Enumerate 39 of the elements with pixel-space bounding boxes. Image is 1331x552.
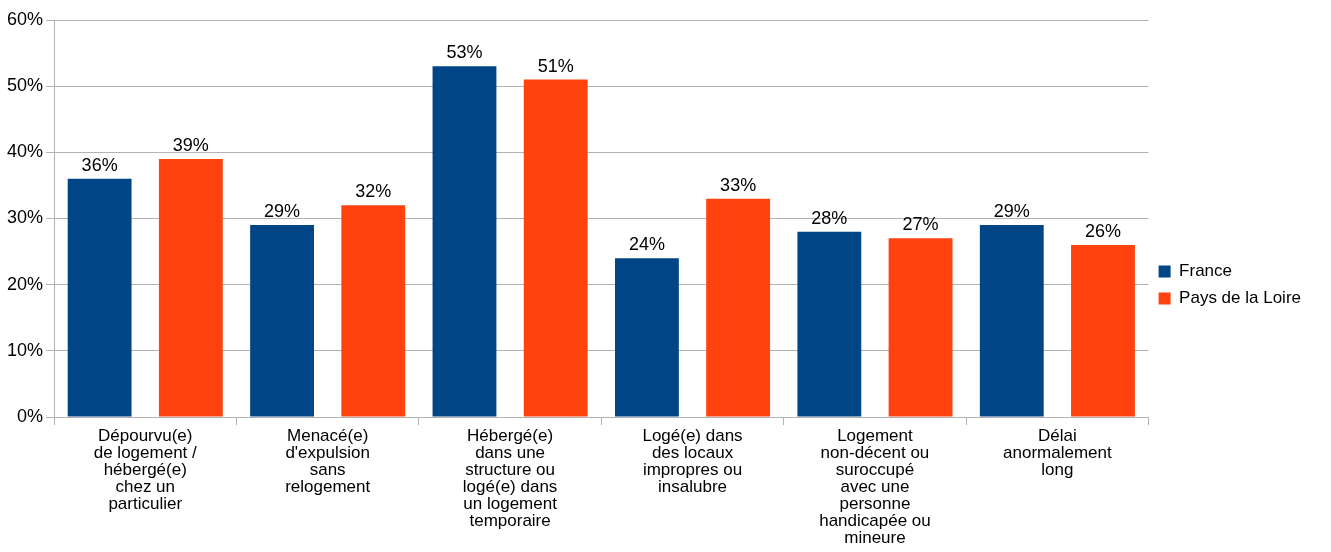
legend-label: Pays de la Loire (1179, 288, 1301, 308)
bar (797, 231, 862, 417)
y-tick-label: 50% (7, 75, 44, 96)
data-label: 51% (537, 55, 574, 76)
x-tick-label: Délai anormalement long (1003, 426, 1112, 480)
data-label: 24% (628, 234, 665, 255)
bar (706, 198, 771, 417)
bar (250, 225, 314, 417)
x-tick-label: Menacé(e) d'expulsion sans relogement (285, 426, 371, 497)
bar (523, 79, 588, 417)
x-tick-label: Logement non-décent ou suroccupé avec une personne handicapée ou mineure (819, 426, 931, 548)
bar (341, 205, 406, 417)
bar (614, 258, 679, 417)
bar (158, 158, 223, 417)
data-label: 29% (264, 201, 301, 222)
y-tick-label: 0% (17, 405, 44, 426)
bar (432, 66, 497, 417)
x-tick-label: Dépourvu(e) de logement / hébergé(e) chez un particulier (93, 426, 198, 514)
y-tick-label: 40% (7, 141, 44, 162)
legend-label: France (1179, 261, 1233, 281)
data-label: 36% (81, 154, 118, 175)
y-tick-label: 10% (7, 339, 44, 360)
data-label: 27% (902, 214, 939, 235)
bar (1071, 244, 1135, 417)
bar (888, 238, 953, 417)
data-label: 33% (720, 174, 757, 195)
data-label: 29% (993, 201, 1030, 222)
bar (979, 225, 1044, 417)
data-label: 26% (1084, 220, 1121, 241)
data-label: 28% (811, 207, 848, 228)
bar (67, 178, 132, 417)
y-tick-label: 20% (7, 273, 44, 294)
data-label: 39% (172, 134, 209, 155)
x-tick-label: Logé(e) dans des locaux impropres ou insalubre (642, 426, 743, 497)
x-tick-label: Hébergé(e) dans une structure ou logé(e) dans un logement temporaire (462, 426, 558, 531)
y-tick-label: 30% (7, 207, 44, 228)
data-label: 32% (355, 181, 392, 202)
y-tick-label: 60% (7, 8, 44, 29)
data-label: 53% (446, 42, 483, 63)
